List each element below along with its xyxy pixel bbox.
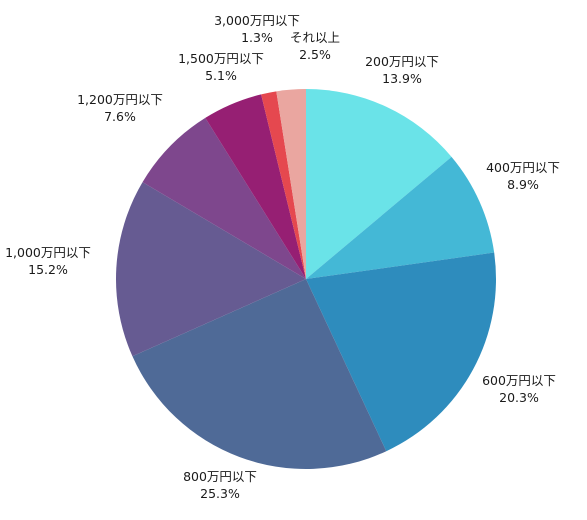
- slice-label: 1,000万円以下 15.2%: [5, 245, 91, 277]
- slice-label: 400万円以下 8.9%: [486, 160, 560, 192]
- slice-label-name: 1,000万円以下: [5, 245, 91, 260]
- slice-label-value: 15.2%: [28, 262, 68, 277]
- slice-label-value: 13.9%: [382, 71, 422, 86]
- slice-label: 800万円以下 25.3%: [183, 469, 257, 501]
- slice-label-name: 1,200万円以下: [77, 92, 163, 107]
- slice-label-value: 2.5%: [299, 47, 331, 62]
- pie-slice: [142, 117, 306, 279]
- slice-label-value: 1.3%: [241, 30, 273, 45]
- slice-label-value: 25.3%: [200, 486, 240, 501]
- pie-slice: [115, 182, 306, 357]
- slice-label: 1,500万円以下 5.1%: [178, 51, 264, 83]
- slice-label: 200万円以下 13.9%: [365, 54, 439, 86]
- pie-slice: [306, 88, 452, 279]
- slice-label: それ以上 2.5%: [290, 30, 340, 62]
- pie-slice: [306, 252, 497, 452]
- pie-slices: [115, 88, 497, 470]
- slice-label-name: 600万円以下: [482, 373, 556, 388]
- pie-slice: [261, 91, 306, 279]
- pie-labels: 200万円以下 13.9% 400万円以下 8.9% 600万円以下 20.3% 800万円…: [5, 13, 560, 501]
- slice-label-name: 1,500万円以下: [178, 51, 264, 66]
- slice-label-name: 200万円以下: [365, 54, 439, 69]
- slice-label-value: 20.3%: [499, 390, 539, 405]
- slice-label-value: 8.9%: [507, 177, 539, 192]
- slice-label: 3,000万円以下 1.3%: [214, 13, 300, 45]
- slice-label-name: 800万円以下: [183, 469, 257, 484]
- pie-slice: [276, 89, 306, 279]
- slice-label-name: 400万円以下: [486, 160, 560, 175]
- slice-label-name: それ以上: [290, 30, 340, 45]
- slice-label-name: 3,000万円以下: [214, 13, 300, 28]
- slice-label-value: 5.1%: [205, 68, 237, 83]
- slice-label: 1,200万円以下 7.6%: [77, 92, 163, 124]
- pie-slice: [205, 94, 306, 279]
- slice-label: 600万円以下 20.3%: [482, 373, 556, 405]
- pie-slice: [306, 156, 495, 279]
- slice-label-value: 7.6%: [104, 109, 136, 124]
- pie-slice: [132, 279, 387, 470]
